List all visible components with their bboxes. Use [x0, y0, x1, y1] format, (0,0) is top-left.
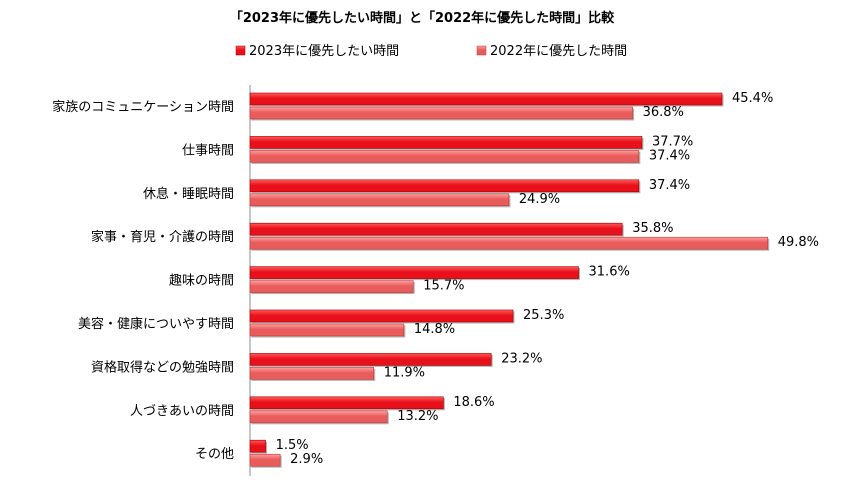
value-label-2022-4: 15.7% — [423, 279, 464, 294]
category-label-2: 休息・睡眠時間 — [143, 186, 234, 202]
category-label-3: 家事・育児・介護の時間 — [91, 229, 234, 245]
value-label-2023-1: 37.7% — [652, 134, 693, 149]
value-label-2022-1: 37.4% — [649, 148, 690, 163]
value-label-2023-3: 35.8% — [632, 221, 673, 236]
legend-swatch-2023 — [235, 45, 246, 56]
bar-2022-3 — [249, 236, 769, 250]
value-label-2022-0: 36.8% — [643, 105, 684, 120]
legend-label-2022: 2022年に優先した時間 — [490, 44, 627, 59]
bar-2023-3 — [249, 222, 623, 236]
bar-2022-4 — [249, 280, 414, 293]
bar-2023-4 — [249, 266, 579, 279]
value-label-2022-5: 14.8% — [414, 322, 455, 337]
bar-2022-6 — [249, 367, 375, 380]
value-label-2022-7: 13.2% — [397, 409, 438, 424]
category-label-5: 美容・健康についやす時間 — [78, 316, 234, 332]
category-label-0: 家族のコミュニケーション時間 — [52, 99, 234, 115]
bar-2023-7 — [249, 396, 444, 410]
bar-2023-0 — [249, 92, 723, 106]
value-label-2023-8: 1.5% — [276, 438, 309, 453]
bar-2023-1 — [249, 136, 643, 149]
value-label-2023-7: 18.6% — [453, 395, 494, 410]
value-label-2023-0: 45.4% — [732, 91, 773, 106]
bar-2023-8 — [249, 439, 266, 453]
category-label-7: 人づきあいの時間 — [130, 404, 234, 419]
bar-2023-6 — [249, 353, 492, 366]
category-label-6: 資格取得などの勉強時間 — [91, 359, 234, 375]
bar-2022-8 — [249, 453, 281, 467]
value-label-2022-2: 24.9% — [519, 192, 560, 207]
bar-2022-5 — [249, 323, 405, 337]
bar-2023-2 — [249, 179, 640, 193]
value-labels-group: 45.4%36.8%37.7%37.4%37.4%24.9%35.8%49.8%… — [276, 91, 819, 467]
value-label-2023-6: 23.2% — [501, 351, 542, 366]
legend: 2023年に優先したい時間 2022年に優先した時間 — [235, 44, 627, 59]
category-labels-group: 家族のコミュニケーション時間仕事時間休息・睡眠時間家事・育児・介護の時間趣味の時… — [52, 99, 234, 462]
value-label-2022-8: 2.9% — [290, 452, 323, 467]
value-label-2022-6: 11.9% — [384, 365, 425, 380]
value-label-2023-5: 25.3% — [523, 308, 564, 323]
bar-2022-1 — [249, 150, 640, 163]
legend-label-2023: 2023年に優先したい時間 — [249, 44, 399, 59]
chart-title: 「2023年に優先したい時間」と「2022年に優先した時間」比較 — [230, 10, 615, 26]
bar-2022-2 — [249, 193, 510, 207]
category-label-4: 趣味の時間 — [169, 274, 234, 289]
bar-2022-7 — [249, 410, 388, 424]
legend-swatch-2022 — [476, 45, 487, 56]
bars-group — [249, 92, 770, 468]
bar-2023-5 — [249, 309, 514, 323]
category-label-1: 仕事時間 — [182, 143, 234, 158]
category-label-8: その他 — [195, 447, 234, 462]
value-label-2023-4: 31.6% — [589, 265, 630, 280]
value-label-2023-2: 37.4% — [649, 178, 690, 193]
value-label-2022-3: 49.8% — [778, 235, 819, 250]
bar-2022-0 — [249, 106, 633, 120]
